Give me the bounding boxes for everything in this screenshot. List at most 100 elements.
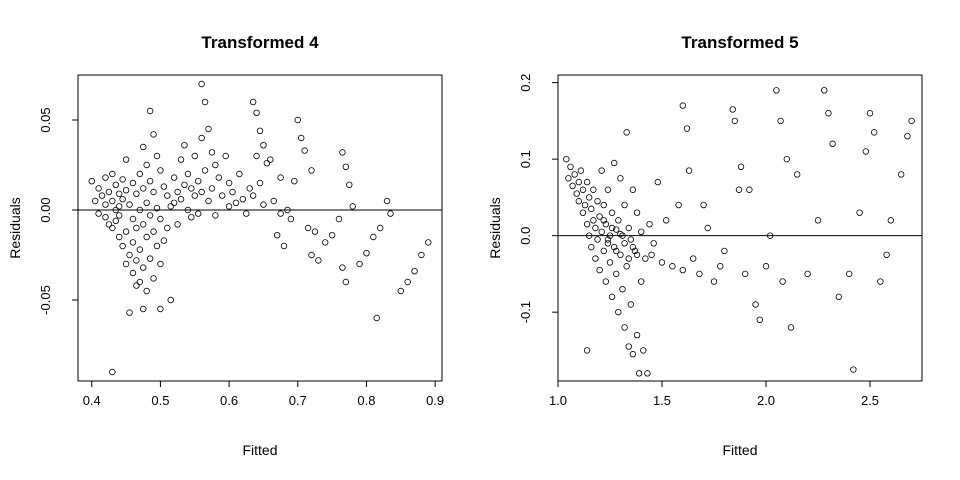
data-point xyxy=(143,233,150,241)
data-point xyxy=(571,171,578,178)
data-point xyxy=(304,224,312,232)
data-point xyxy=(122,186,130,194)
data-point xyxy=(311,228,319,235)
data-point xyxy=(675,201,682,209)
data-point xyxy=(153,152,161,160)
data-point xyxy=(277,210,284,217)
data-point xyxy=(835,293,842,301)
data-point xyxy=(425,239,432,246)
data-point xyxy=(335,215,343,223)
data-point xyxy=(766,232,774,239)
data-point xyxy=(291,177,298,185)
data-point xyxy=(260,141,267,149)
scatter-panel-transformed-4: Transformed 4 Fitted Residuals 0.4 0.5 0.6… xyxy=(7,33,444,458)
data-point xyxy=(773,87,780,94)
data-point xyxy=(205,125,212,133)
data-point xyxy=(126,309,133,316)
data-point xyxy=(119,242,126,250)
data-point xyxy=(150,228,157,235)
data-point xyxy=(122,260,130,268)
data-point xyxy=(215,174,222,181)
data-point xyxy=(662,217,670,224)
data-point xyxy=(146,177,154,185)
data-point xyxy=(610,243,618,251)
data-point xyxy=(621,201,628,209)
chart-title: Transformed 4 xyxy=(201,33,319,52)
data-point xyxy=(573,190,580,197)
data-point xyxy=(866,110,874,117)
data-point xyxy=(621,324,628,331)
data-point xyxy=(735,186,743,193)
data-point xyxy=(157,167,164,174)
data-point xyxy=(263,159,271,167)
data-point xyxy=(239,195,247,203)
data-point xyxy=(194,210,202,217)
data-point xyxy=(658,259,666,266)
data-point xyxy=(112,206,119,214)
data-point xyxy=(146,212,154,219)
data-point xyxy=(598,228,605,236)
data-point xyxy=(629,186,637,193)
data-point xyxy=(136,170,144,178)
x-tick-label: 0.5 xyxy=(151,393,169,408)
y-tick-label: 0.1 xyxy=(518,150,533,168)
data-point xyxy=(102,174,109,181)
data-point xyxy=(575,178,582,186)
data-point xyxy=(569,182,576,190)
y-tick-label: 0.0 xyxy=(518,227,533,245)
data-point xyxy=(126,201,133,208)
data-point xyxy=(898,171,905,178)
data-point xyxy=(737,163,745,170)
data-point xyxy=(731,117,738,125)
x-tick-label: 1.0 xyxy=(549,393,567,408)
y-tick-label: 0.2 xyxy=(518,74,533,92)
data-point xyxy=(623,263,630,270)
data-point xyxy=(883,251,890,258)
data-point xyxy=(164,192,171,199)
data-point xyxy=(315,257,322,264)
data-point xyxy=(633,331,641,339)
data-point xyxy=(109,170,116,178)
data-point xyxy=(862,148,870,155)
chart-title: Transformed 5 xyxy=(681,33,798,52)
data-point xyxy=(814,217,822,224)
data-point xyxy=(105,188,113,196)
data-point xyxy=(783,155,790,163)
data-point xyxy=(623,129,630,136)
data-point xyxy=(98,192,106,199)
data-point xyxy=(229,188,236,196)
data-point xyxy=(613,226,620,233)
data-point xyxy=(129,215,137,223)
data-point xyxy=(308,251,315,259)
data-point xyxy=(146,255,154,262)
y-axis-label: Residuals xyxy=(7,197,23,258)
data-point xyxy=(621,240,628,247)
data-point xyxy=(418,251,425,259)
data-point xyxy=(596,213,603,220)
data-point xyxy=(157,305,164,313)
data-point xyxy=(284,206,291,214)
data-point xyxy=(683,125,691,132)
data-point xyxy=(129,239,137,246)
data-point xyxy=(201,98,209,106)
data-point xyxy=(650,240,657,247)
data-point xyxy=(273,231,281,239)
data-point xyxy=(270,197,277,205)
data-point xyxy=(181,141,188,149)
data-point xyxy=(225,179,233,187)
data-point xyxy=(170,174,178,181)
data-point xyxy=(256,179,264,187)
data-point xyxy=(679,102,686,109)
data-point xyxy=(600,217,607,224)
data-point xyxy=(153,242,161,250)
x-axis-label: Fitted xyxy=(722,442,757,458)
data-point xyxy=(177,195,185,203)
x-tick-label: 2.0 xyxy=(757,393,775,408)
data-point xyxy=(181,181,188,188)
data-point xyxy=(583,347,591,354)
data-point xyxy=(109,224,116,232)
data-point xyxy=(633,209,641,216)
data-point xyxy=(610,159,618,167)
data-point xyxy=(615,308,622,316)
data-point xyxy=(829,140,836,148)
